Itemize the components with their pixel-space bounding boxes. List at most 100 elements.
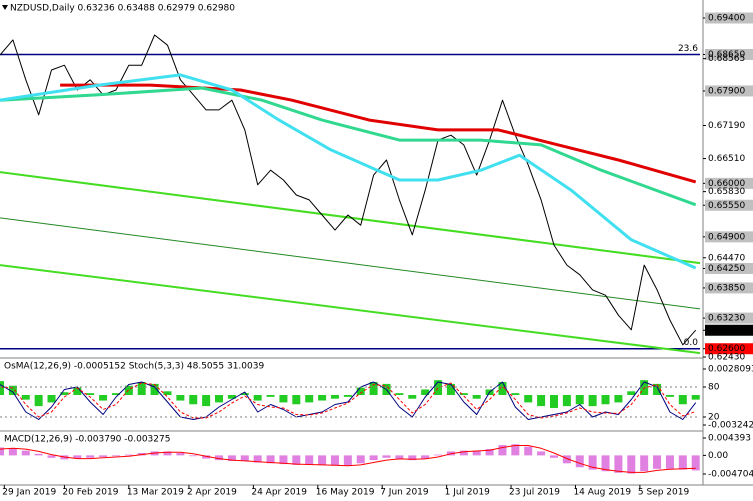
y-tick-label: -0.004704 xyxy=(708,469,753,479)
y-tick-label: 0.64250 xyxy=(708,264,745,274)
series-line xyxy=(0,73,697,270)
histogram-bar xyxy=(588,455,597,470)
histogram-bar xyxy=(279,455,288,465)
y-tick-label: 20 xyxy=(708,413,720,423)
x-tick-label: 1 Jul 2019 xyxy=(445,488,490,498)
histogram-bar xyxy=(575,395,584,405)
histogram-bar xyxy=(498,382,507,395)
histogram-bar xyxy=(511,444,520,456)
histogram-bar xyxy=(0,381,4,395)
histogram-bar xyxy=(279,395,288,403)
histogram-bar xyxy=(575,455,584,468)
histogram-bar xyxy=(0,447,4,456)
histogram-bar xyxy=(601,395,610,405)
histogram-bar xyxy=(395,393,404,395)
histogram-bar xyxy=(73,455,82,459)
histogram-bar xyxy=(459,450,468,456)
y-tick-label: 0.64470 xyxy=(708,253,745,263)
histogram-bar xyxy=(292,455,301,465)
price-tag xyxy=(705,343,753,355)
y-tick-label: 0.66510 xyxy=(708,154,745,164)
y-tick-label: 0.00 xyxy=(708,451,728,461)
x-tick-label: 24 Apr 2019 xyxy=(251,488,307,498)
y-tick-label: 0.64900 xyxy=(708,232,745,242)
histogram-bar xyxy=(691,395,700,400)
x-tick-label: 14 Aug 2019 xyxy=(573,488,631,498)
histogram-bar xyxy=(215,455,224,461)
y-tick-label: 80 xyxy=(708,383,720,393)
y-tick-label: 0.65830 xyxy=(708,187,745,197)
histogram-bar xyxy=(21,450,30,456)
symbol-arrow xyxy=(2,5,8,10)
histogram-bar xyxy=(99,455,108,457)
histogram-bar xyxy=(498,445,507,456)
y-tick-label: 0.004393 xyxy=(708,433,751,443)
series-line xyxy=(0,86,697,207)
histogram-bar xyxy=(549,395,558,408)
histogram-bar xyxy=(356,387,365,395)
histogram-bar xyxy=(34,395,43,407)
histogram-bar xyxy=(485,449,494,456)
price-tag xyxy=(705,199,753,211)
histogram-bar xyxy=(163,391,172,395)
histogram-bar xyxy=(343,455,352,466)
x-tick-label: 23 Jul 2019 xyxy=(509,488,560,498)
histogram-bar xyxy=(60,392,69,395)
histogram-bar xyxy=(8,448,17,456)
histogram-bar xyxy=(99,395,108,401)
series-line xyxy=(0,381,697,420)
histogram-bar xyxy=(356,455,365,464)
histogram-bar xyxy=(446,383,455,395)
x-tick-label: 20 Feb 2019 xyxy=(62,488,118,498)
y-tick-label: 0.69400 xyxy=(708,13,745,23)
histogram-bar xyxy=(318,395,327,401)
price-tag xyxy=(705,312,753,324)
histogram-bar xyxy=(124,454,133,456)
histogram-bar xyxy=(537,395,546,407)
x-tick-label: 29 Jan 2019 xyxy=(2,488,56,498)
y-tick-label: 0.68565 xyxy=(708,54,745,64)
histogram-bar xyxy=(472,395,481,399)
histogram-bar xyxy=(549,455,558,458)
price-tag xyxy=(705,177,753,189)
histogram-bar xyxy=(627,391,636,395)
histogram-bar xyxy=(124,385,133,395)
histogram-bar xyxy=(408,395,417,399)
histogram-bar xyxy=(614,455,623,473)
price-tag xyxy=(705,324,753,336)
histogram-bar xyxy=(73,387,82,395)
series-line xyxy=(0,34,697,346)
histogram-bar xyxy=(253,395,262,401)
histogram-bar xyxy=(588,395,597,407)
y-tick-label: 0.65550 xyxy=(708,201,745,211)
histogram-bar xyxy=(227,455,236,461)
y-tick-label: 0.62980 xyxy=(708,326,745,336)
histogram-bar xyxy=(34,453,43,456)
histogram-bar xyxy=(21,395,30,400)
histogram-bar xyxy=(215,395,224,403)
histogram-bar xyxy=(382,455,391,458)
y-tick-label: 0.67190 xyxy=(708,121,745,131)
histogram-bar xyxy=(511,393,520,395)
histogram-bar xyxy=(8,385,17,395)
histogram-bar xyxy=(562,395,571,407)
histogram-bar xyxy=(240,455,249,461)
histogram-bar xyxy=(240,393,249,395)
y-tick-label: 0.0028093 xyxy=(708,364,753,374)
histogram-bar xyxy=(665,455,674,469)
histogram-bar xyxy=(343,395,352,397)
x-tick-label: 13 Mar 2019 xyxy=(127,488,184,498)
histogram-bar xyxy=(202,395,211,407)
histogram-bar xyxy=(408,455,417,461)
histogram-bar xyxy=(47,395,56,403)
histogram-bar xyxy=(266,395,275,397)
panel-title: OsMA(12,26,9) -0.0005152 Stoch(5,3,3) 48… xyxy=(4,362,264,372)
trend-line xyxy=(0,217,701,310)
histogram-bar xyxy=(524,446,533,456)
histogram-bar xyxy=(227,395,236,399)
histogram-bar xyxy=(434,380,443,395)
histogram-bar xyxy=(395,455,404,459)
y-tick-label: 0.63850 xyxy=(708,283,745,293)
histogram-bar xyxy=(47,455,56,458)
